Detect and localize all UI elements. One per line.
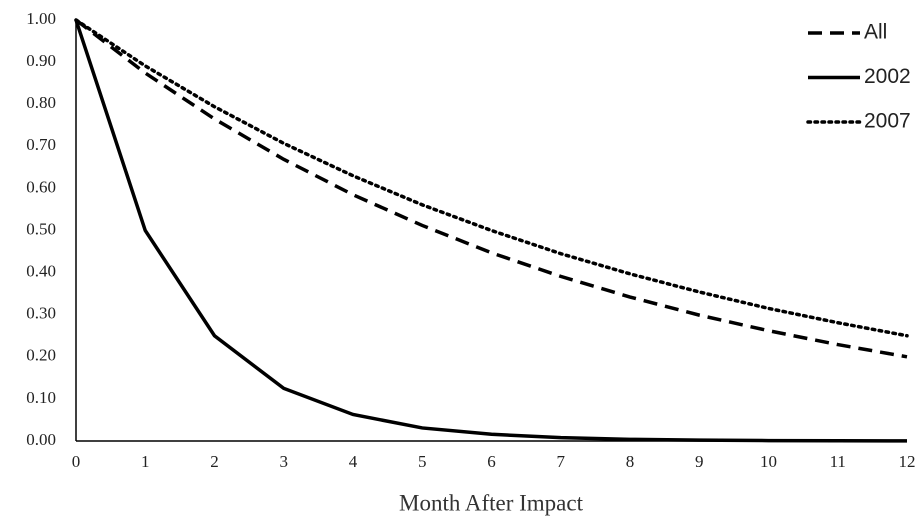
x-tick-label: 5	[418, 452, 427, 471]
x-tick-label: 8	[626, 452, 635, 471]
x-tick-label: 0	[72, 452, 81, 471]
x-axis-title: Month After Impact	[399, 490, 584, 515]
y-tick-label: 0.70	[26, 135, 56, 154]
y-tick-label: 0.30	[26, 304, 56, 323]
y-tick-label: 0.50	[26, 219, 56, 238]
legend-label: 2007	[864, 110, 911, 133]
x-tick-label: 10	[760, 452, 777, 471]
series-line	[74, 18, 909, 338]
x-tick-label: 2	[210, 452, 219, 471]
x-tick-label: 12	[899, 452, 916, 471]
x-tick-label: 6	[487, 452, 496, 471]
legend-label: 2002	[864, 65, 911, 88]
y-tick-label: 0.00	[26, 430, 56, 449]
series-line	[74, 19, 908, 443]
y-tick-label: 0.10	[26, 388, 56, 407]
y-tick-label: 0.40	[26, 262, 56, 281]
x-tick-label: 3	[280, 452, 289, 471]
x-tick-label: 9	[695, 452, 704, 471]
x-tick-label: 11	[830, 452, 846, 471]
y-tick-label: 1.00	[26, 9, 56, 28]
y-tick-label: 0.20	[26, 346, 56, 365]
legend-label: All	[864, 21, 887, 44]
y-tick-label: 0.60	[26, 177, 56, 196]
x-tick-label: 1	[141, 452, 150, 471]
y-tick-label: 0.90	[26, 51, 56, 70]
x-tick-label: 4	[349, 452, 358, 471]
series-line	[74, 18, 908, 359]
x-tick-label: 7	[557, 452, 566, 471]
y-tick-label: 0.80	[26, 93, 56, 112]
